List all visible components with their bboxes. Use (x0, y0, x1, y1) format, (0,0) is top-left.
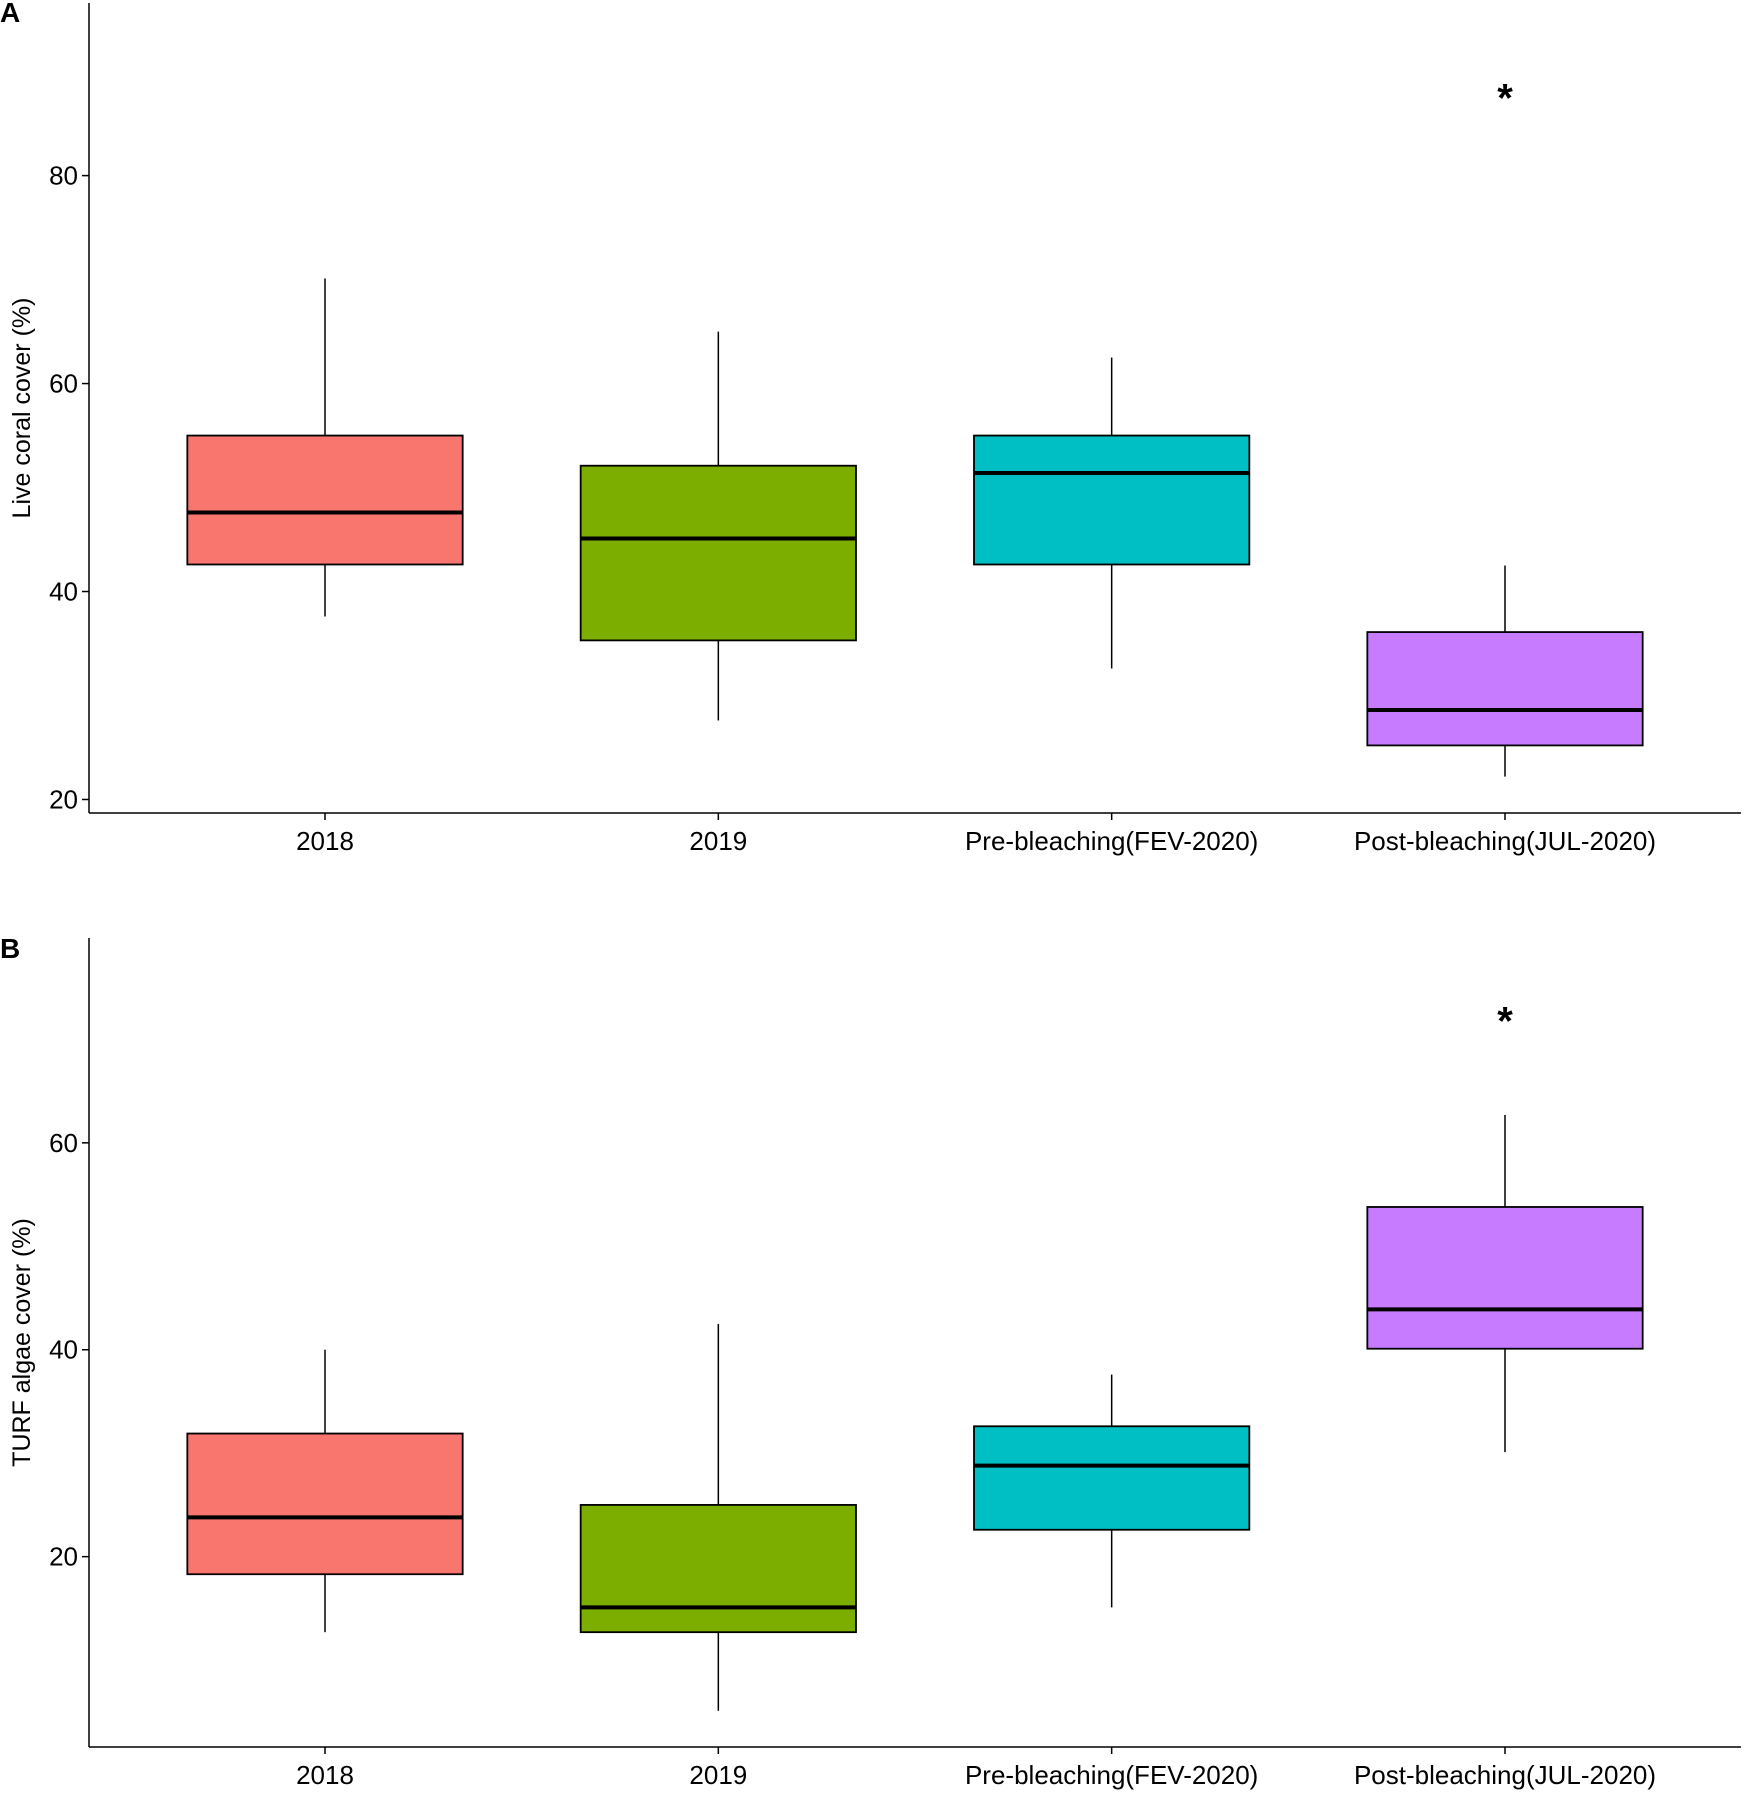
x-tick-label: Post-bleaching(JUL-2020) (1354, 1760, 1656, 1790)
x-tick-label: Pre-bleaching(FEV-2020) (965, 1760, 1258, 1790)
panel-label: B (0, 933, 20, 964)
box (186, 434, 464, 566)
x-tick-label: Post-bleaching(JUL-2020) (1354, 826, 1656, 856)
annotation: * (1497, 76, 1513, 120)
y-tick-label: 60 (49, 1128, 78, 1158)
y-axis-title: Live coral cover (%) (8, 298, 36, 519)
x-tick-label: 2018 (296, 826, 354, 856)
y-tick-label: 40 (49, 1335, 78, 1365)
box (973, 434, 1251, 566)
x-tick-label: 2018 (296, 1760, 354, 1790)
panel-label: A (0, 0, 20, 28)
box (1366, 631, 1644, 747)
x-tick-label: 2019 (689, 826, 747, 856)
y-axis-title: TURF algae cover (%) (8, 1218, 36, 1467)
x-tick-label: 2019 (689, 1760, 747, 1790)
y-tick-label: 80 (49, 161, 78, 191)
y-tick-label: 40 (49, 577, 78, 607)
x-tick-label: Pre-bleaching(FEV-2020) (965, 826, 1258, 856)
y-tick-label: 20 (49, 1542, 78, 1572)
box (579, 1504, 857, 1634)
box (1366, 1206, 1644, 1350)
box (186, 1432, 464, 1576)
box (579, 464, 857, 642)
y-tick-label: 60 (49, 369, 78, 399)
annotation: * (1497, 999, 1513, 1043)
box (973, 1425, 1251, 1531)
y-tick-label: 20 (49, 784, 78, 814)
